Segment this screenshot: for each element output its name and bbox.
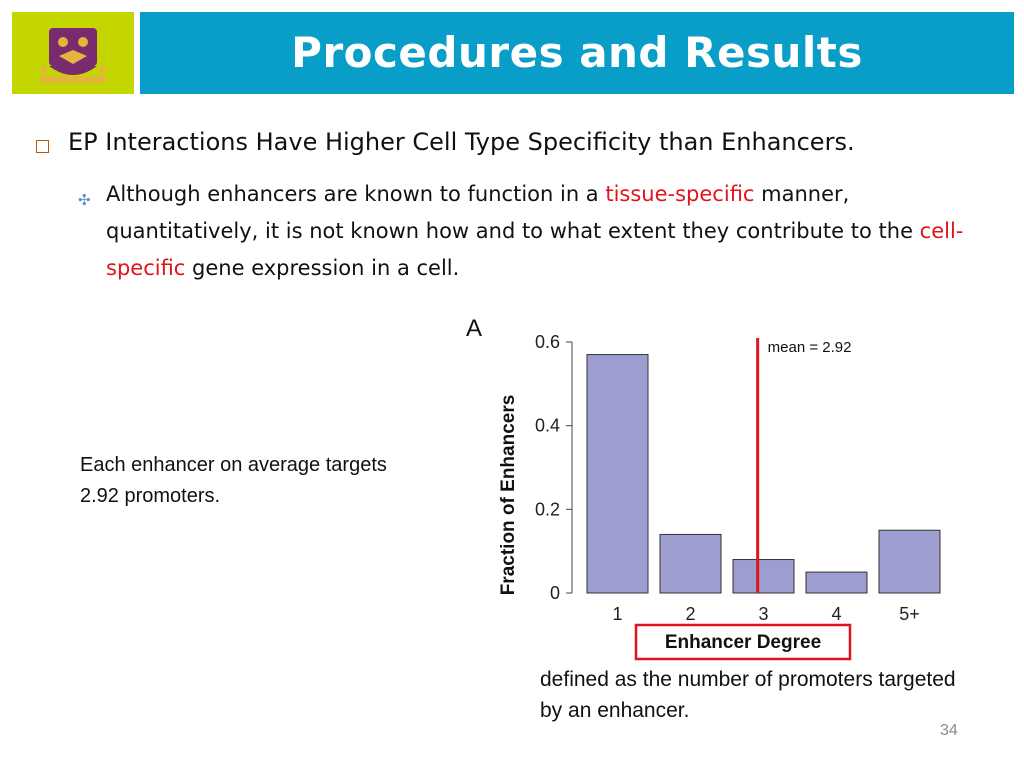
- definition-note: defined as the number of promoters targe…: [540, 668, 956, 722]
- x-axis-label: Enhancer Degree: [665, 632, 821, 653]
- enhancer-degree-chart: A Fraction of Enhancers 0 0.2 0.4 0.6 1 2 3 4 5…: [466, 315, 941, 661]
- y-tick-label: 0.6: [535, 332, 560, 352]
- slide-title: Procedures and Results: [291, 28, 863, 77]
- cell-specific-highlight: cell-specific: [106, 219, 964, 280]
- x-tick-labels: 1 2 3 4 5+: [612, 604, 919, 624]
- mean-label: mean = 2.92: [768, 339, 852, 356]
- y-axis: 0 0.2 0.4 0.6: [535, 332, 573, 603]
- bars: [586, 354, 941, 594]
- sub-bullet-text: Although enhancers are known to function…: [106, 176, 998, 287]
- y-tick-label: 0.4: [535, 416, 560, 436]
- title-bar: Procedures and Results: [140, 12, 1014, 94]
- x-axis-label-box: [634, 623, 852, 661]
- x-tick-label: 2: [685, 604, 695, 624]
- main-bullet-text: EP Interactions Have Higher Cell Type Sp…: [68, 128, 855, 156]
- x-tick-label: 3: [758, 604, 768, 624]
- sub-text-2: manner, quantitatively, it is not known …: [106, 182, 920, 243]
- x-tick-label: 4: [831, 604, 841, 624]
- y-tick-label: 0: [550, 583, 560, 603]
- bar: [586, 354, 649, 594]
- average-note: Each enhancer on average targets 2.92 pr…: [80, 454, 387, 507]
- crest-icon: [39, 28, 107, 83]
- sub-text-3: gene expression in a cell.: [185, 256, 460, 280]
- bar: [805, 571, 868, 594]
- sub-text-1: Although enhancers are known to function…: [106, 182, 606, 206]
- y-tick-label: 0.2: [535, 499, 560, 519]
- panel-label: A: [466, 315, 482, 342]
- page-number: 34: [940, 722, 958, 739]
- university-logo: [12, 12, 134, 94]
- square-bullet-icon: [36, 140, 49, 153]
- x-tick-label: 1: [612, 604, 622, 624]
- bar: [878, 529, 941, 594]
- bar: [659, 533, 722, 594]
- bar: [732, 559, 795, 594]
- tissue-specific-highlight: tissue-specific: [605, 182, 755, 206]
- x-tick-label: 5+: [899, 604, 920, 624]
- sub-bullet: ✣ Although enhancers are known to functi…: [78, 176, 998, 287]
- diamond-bullet-icon: ✣: [78, 191, 91, 209]
- y-axis-label: Fraction of Enhancers: [498, 395, 519, 596]
